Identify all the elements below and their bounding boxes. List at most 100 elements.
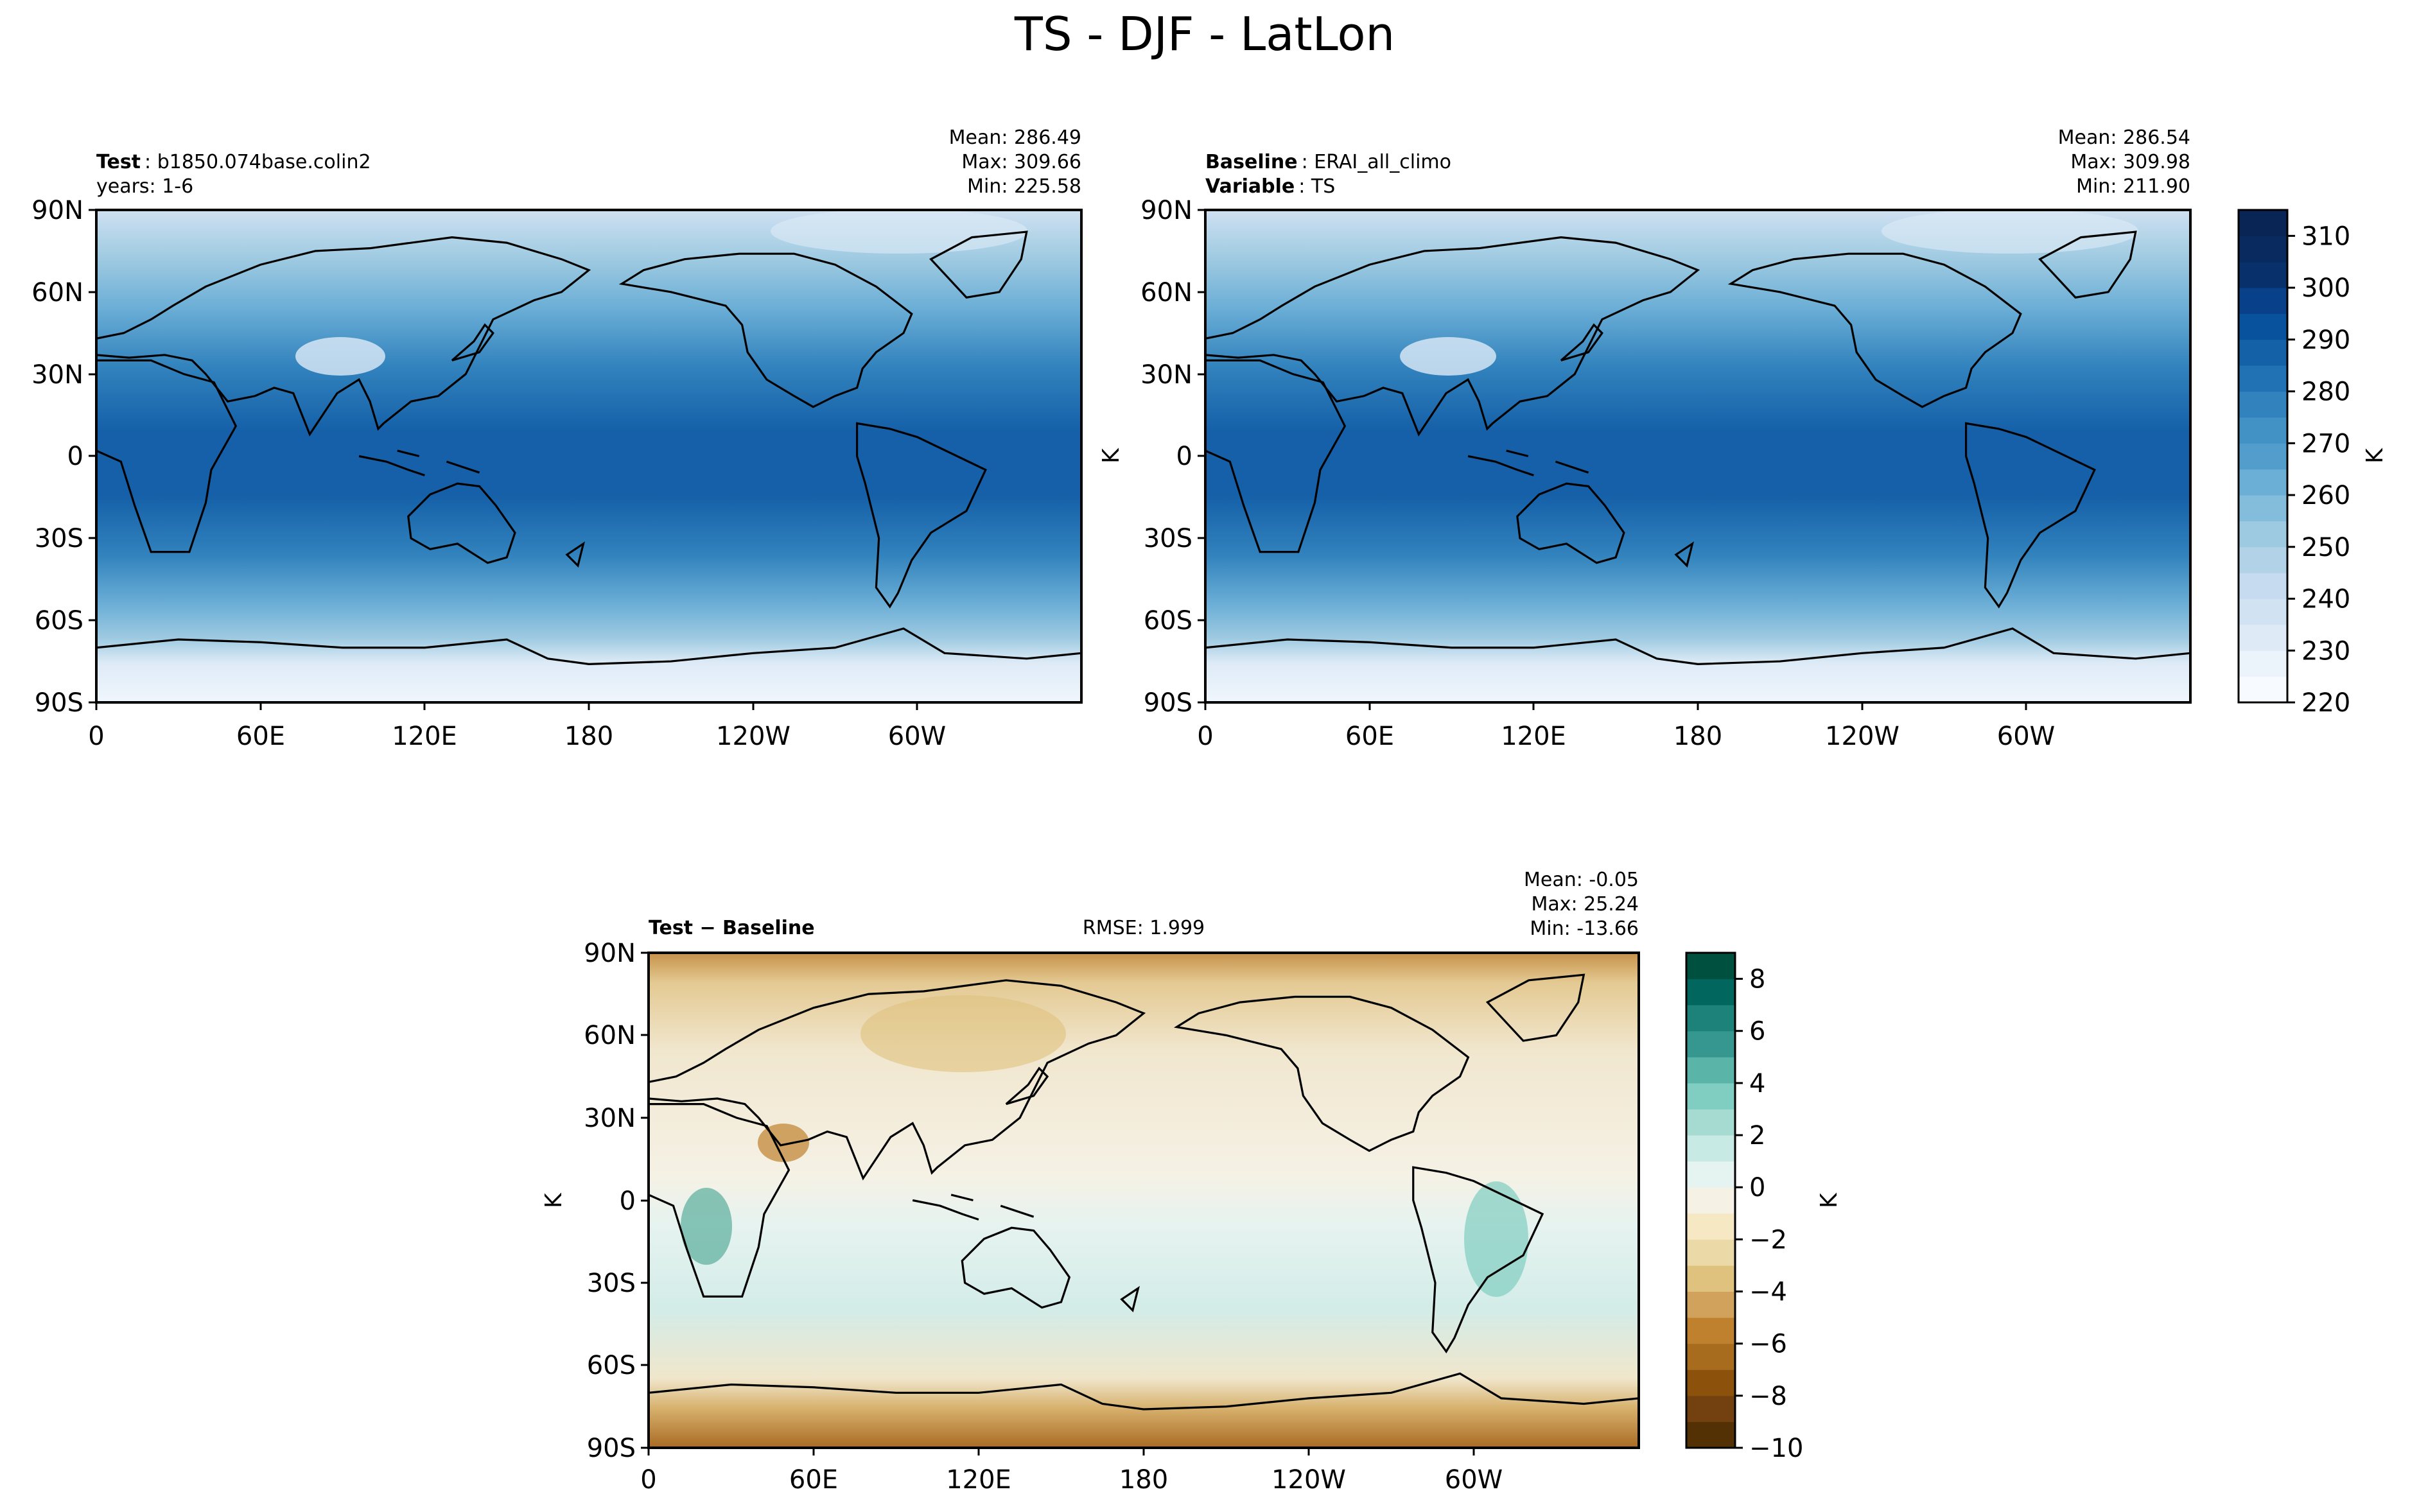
test-lat-ticks: 90N 60N 30N 0 30S 60S 90S	[31, 196, 96, 718]
baseline-lon-tick-label: 120E	[1501, 722, 1566, 751]
baseline-tibet-cold	[1400, 337, 1496, 376]
ts-colorbar-segment	[2239, 391, 2287, 418]
ts-colorbar-tick-label: 270	[2301, 429, 2350, 458]
diff-colorbar-segment	[1686, 1135, 1735, 1162]
test-lon-tick-label: 120E	[392, 722, 457, 751]
ts-colorbar-tick-label: 220	[2301, 688, 2350, 718]
ts-colorbar-tick-label: 280	[2301, 378, 2350, 407]
diff-title: Test − Baseline	[649, 917, 815, 939]
diff-lon-tick-label: 60W	[1445, 1465, 1503, 1495]
diff-colorbar: −10 −8 −6 −4 −2 0 2 4 6 8 K	[1685, 952, 1842, 1463]
ts-colorbar-ticks: 220 230 240 250 260 270 280 290 300 310	[2287, 222, 2350, 718]
test-map-field	[96, 210, 1081, 702]
diff-colorbar-segment	[1686, 978, 1735, 1005]
diff-colorbar-label: K	[1816, 1192, 1842, 1208]
diff-africa-anomaly	[681, 1188, 732, 1265]
baseline-lat-tick-label: 30S	[1144, 524, 1192, 553]
ts-colorbar-segment	[2239, 365, 2287, 392]
test-lon-tick-label: 0	[88, 722, 104, 751]
test-lon-ticks: 0 60E 120E 180 120W 60W	[88, 702, 946, 751]
ts-colorbar-segment	[2239, 236, 2287, 263]
baseline-header: Baseline: ERAI_all_climo Variable: TS Me…	[1205, 126, 2190, 198]
ts-colorbar-segment	[2239, 261, 2287, 288]
test-lat-tick-label: 60N	[31, 278, 83, 308]
test-lat-tick-label: 90S	[35, 688, 83, 718]
panel-test: Test: b1850.074base.colin2 years: 1-6 Me…	[31, 126, 1083, 751]
baseline-min: Min: 211.90	[2076, 175, 2190, 198]
diff-lon-tick-label: 120E	[946, 1465, 1011, 1495]
diff-lat-tick-label: 0	[620, 1186, 636, 1216]
diff-colorbar-tick-label: 0	[1749, 1173, 1765, 1203]
baseline-key: Baseline	[1205, 151, 1298, 173]
ts-colorbar-tick-label: 240	[2301, 585, 2350, 614]
panel-diff: Test − Baseline RMSE: 1.999 Mean: -0.05 …	[541, 869, 1640, 1495]
test-lat-tick-label: 30N	[31, 360, 83, 390]
test-lat-tick-label: 90N	[31, 196, 83, 225]
test-tibet-cold	[295, 337, 385, 376]
test-arctic-cold	[771, 210, 1027, 254]
ts-colorbar-tick-label: 260	[2301, 481, 2350, 510]
test-lat-tick-label: 60S	[35, 606, 83, 636]
ts-colorbar-segment	[2239, 417, 2287, 444]
test-years: years: 1-6	[96, 175, 193, 198]
ts-colorbar-segment	[2239, 650, 2287, 677]
test-lat-tick-label: 30S	[35, 524, 83, 553]
ts-colorbar-tick-label: 230	[2301, 636, 2350, 666]
diff-lon-ticks: 0 60E 120E 180 120W 60W	[640, 1448, 1503, 1495]
baseline-lat-ticks: 90N 60N 30N 0 30S 60S 90S	[1140, 196, 1205, 718]
diff-colorbar-segment	[1686, 1057, 1735, 1084]
baseline-lon-tick-label: 60W	[1997, 722, 2055, 751]
baseline-max: Max: 309.98	[2070, 151, 2190, 173]
diff-ylabel: K	[541, 1192, 567, 1208]
svg-text:Baseline: ERAI_all_climo: Baseline: ERAI_all_climo	[1205, 151, 1451, 173]
diff-mean: Mean: -0.05	[1524, 869, 1639, 891]
test-mean: Mean: 286.49	[949, 126, 1081, 149]
test-lon-tick-label: 60E	[236, 722, 285, 751]
diff-colorbar-segment	[1686, 1213, 1735, 1240]
ts-colorbar-segment	[2239, 443, 2287, 470]
diff-colorbar-segment	[1686, 1343, 1735, 1370]
diff-lon-tick-label: 60E	[789, 1465, 838, 1495]
baseline-lat-tick-label: 60S	[1144, 606, 1192, 636]
diff-colorbar-tick-label: 8	[1749, 965, 1765, 995]
ts-colorbar: 220 230 240 250 260 270 280 290 300 310 K	[2237, 209, 2388, 718]
ts-colorbar-segment	[2239, 469, 2287, 496]
baseline-arctic-cold	[1882, 210, 2138, 254]
diff-colorbar-tick-label: −6	[1749, 1330, 1787, 1359]
ts-colorbar-tick-label: 300	[2301, 274, 2350, 303]
diff-min: Min: -13.66	[1530, 917, 1639, 940]
test-min: Min: 225.58	[967, 175, 1081, 198]
test-header: Test: b1850.074base.colin2 years: 1-6 Me…	[96, 126, 1081, 198]
ts-colorbar-segment	[2239, 521, 2287, 548]
figure-title: TS - DJF - LatLon	[1014, 7, 1395, 61]
svg-text:Test: b1850.074base.colin2: Test: b1850.074base.colin2	[96, 151, 371, 173]
baseline-lon-tick-label: 60E	[1345, 722, 1394, 751]
diff-colorbar-tick-label: −8	[1749, 1382, 1787, 1411]
diff-colorbar-segment	[1686, 1239, 1735, 1266]
diff-colorbar-ticks: −10 −8 −6 −4 −2 0 2 4 6 8	[1735, 965, 1803, 1463]
ts-colorbar-segment	[2239, 546, 2287, 573]
baseline-lat-tick-label: 90S	[1144, 688, 1192, 718]
diff-colorbar-segment	[1686, 953, 1735, 980]
diff-lat-tick-label: 60S	[587, 1351, 636, 1380]
diff-lat-tick-label: 90S	[587, 1434, 636, 1463]
diff-colorbar-segment	[1686, 1395, 1735, 1422]
diff-colorbar-tick-label: −2	[1749, 1225, 1787, 1255]
diff-lat-tick-label: 60N	[584, 1021, 636, 1050]
test-lon-tick-label: 60W	[888, 722, 946, 751]
test-key: Test	[96, 151, 141, 173]
variable-key: Variable	[1205, 175, 1295, 198]
ts-colorbar-segment	[2239, 598, 2287, 625]
baseline-lon-ticks: 0 60E 120E 180 120W 60W	[1197, 702, 2055, 751]
variable-value: TS	[1311, 175, 1335, 198]
diff-colorbar-segments	[1686, 953, 1735, 1448]
diff-lon-tick-label: 0	[640, 1465, 656, 1495]
ts-colorbar-segment	[2239, 676, 2287, 703]
diff-colorbar-segment	[1686, 1369, 1735, 1396]
diff-colorbar-segment	[1686, 1082, 1735, 1109]
diff-rmse: RMSE: 1.999	[1083, 917, 1205, 939]
test-lon-tick-label: 120W	[716, 722, 790, 751]
diff-colorbar-segment	[1686, 1109, 1735, 1136]
diff-arabia-anomaly	[758, 1124, 809, 1162]
